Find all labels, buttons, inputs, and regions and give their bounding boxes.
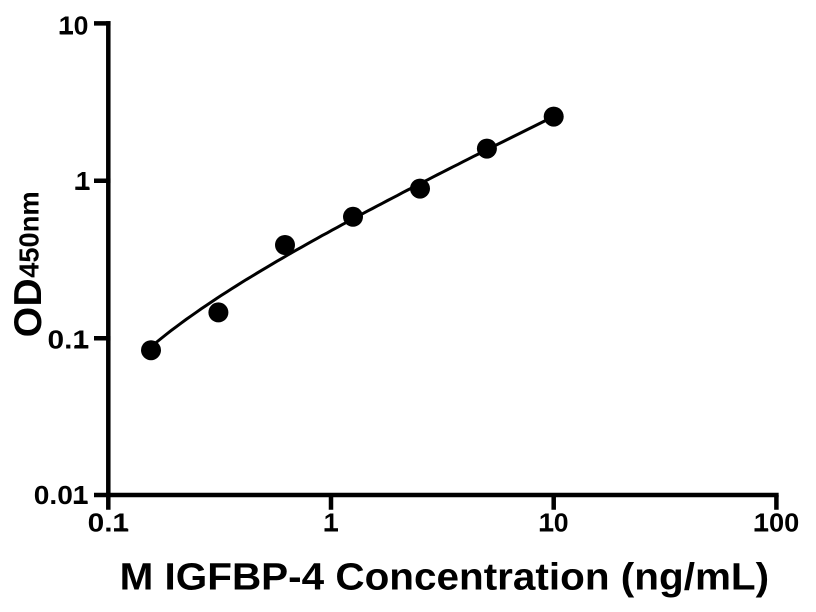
svg-text:100: 100 — [754, 508, 799, 538]
svg-text:0.1: 0.1 — [88, 508, 130, 538]
svg-text:OD450nm: OD450nm — [7, 191, 50, 337]
svg-text:1: 1 — [76, 166, 90, 196]
svg-text:10: 10 — [59, 10, 89, 40]
svg-text:10: 10 — [539, 508, 569, 538]
svg-text:0.01: 0.01 — [34, 480, 89, 510]
svg-text:M IGFBP-4 Concentration (ng/mL: M IGFBP-4 Concentration (ng/mL) — [120, 557, 770, 599]
svg-text:0.1: 0.1 — [48, 324, 90, 354]
svg-text:1: 1 — [324, 508, 338, 538]
